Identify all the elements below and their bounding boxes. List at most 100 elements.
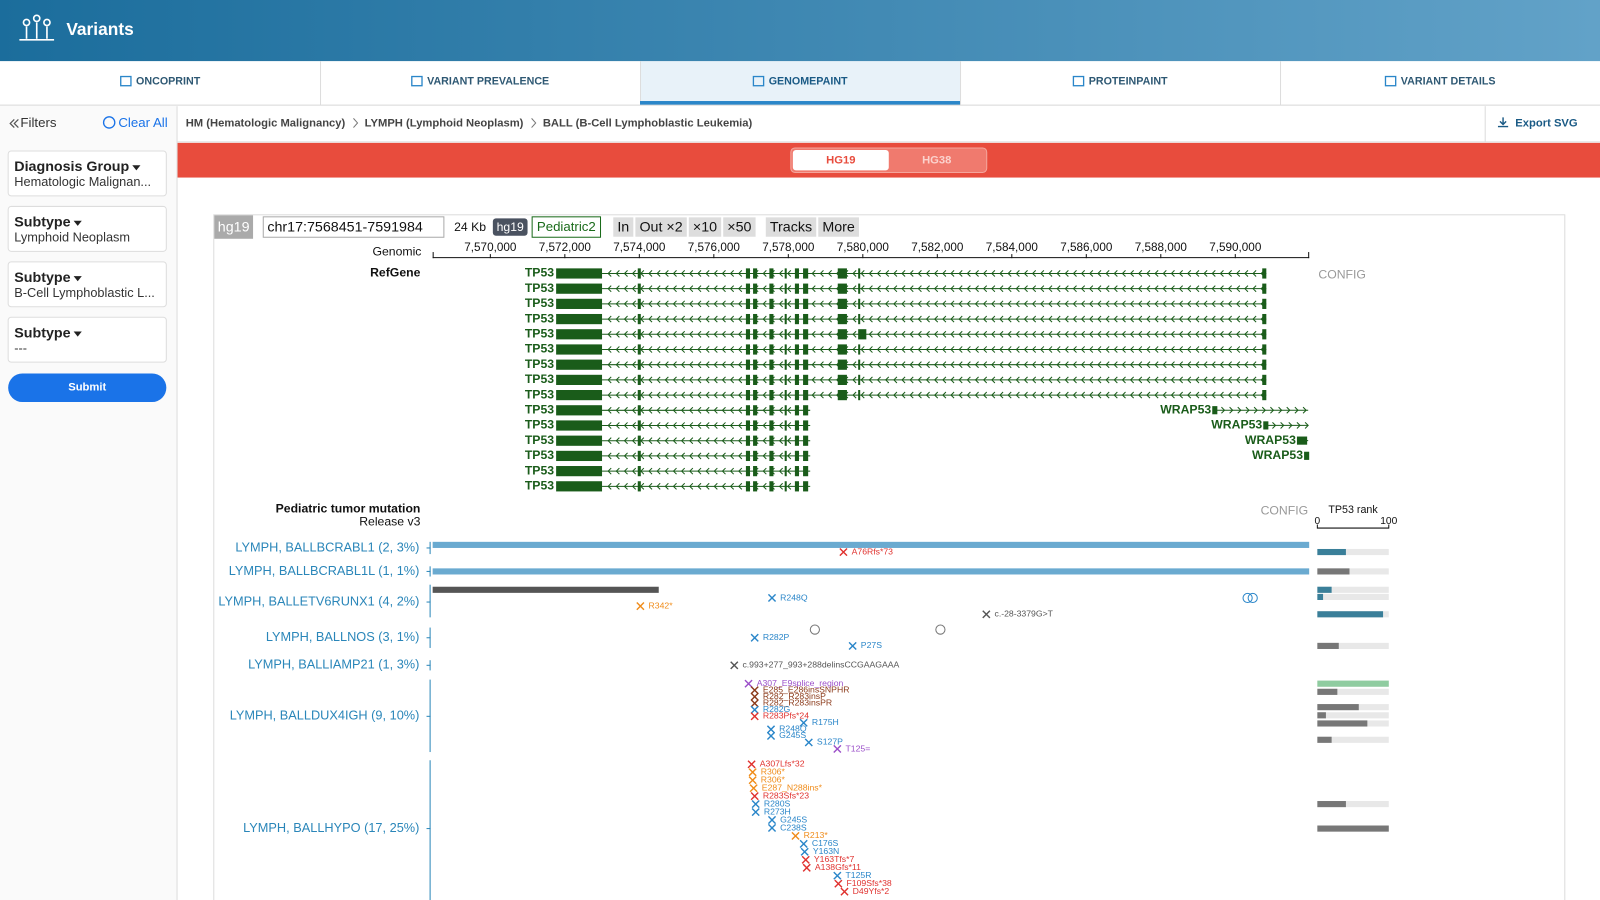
mutation-marker[interactable] xyxy=(799,839,808,848)
mutation-label[interactable]: R282P xyxy=(763,632,790,642)
mutation-marker[interactable] xyxy=(802,863,811,872)
mutation-label[interactable]: A307_E9splice_region xyxy=(757,678,844,688)
mutation-marker[interactable] xyxy=(750,712,759,721)
mutation-label[interactable]: R306* xyxy=(761,775,786,785)
submit-button[interactable] xyxy=(8,373,167,403)
tab-label[interactable]: PROTEINPAINT xyxy=(1089,75,1168,87)
track-config[interactable]: CONFIG xyxy=(1318,268,1366,282)
toolbar-button-bg[interactable] xyxy=(613,217,634,237)
gene-label[interactable]: TP53 xyxy=(525,296,554,310)
mutation-label[interactable]: Y163Tfs*7 xyxy=(814,854,855,864)
mutation-marker[interactable] xyxy=(750,692,759,701)
mutation-marker[interactable] xyxy=(750,699,759,708)
mutation-marker[interactable] xyxy=(748,776,757,785)
tab[interactable] xyxy=(1280,61,1600,106)
mutation-label[interactable]: A307Lfs*32 xyxy=(760,759,805,769)
tab-label[interactable]: VARIANT PREVALENCE xyxy=(427,75,549,87)
toolbar-button[interactable]: ×10 xyxy=(693,219,717,235)
mutation-marker[interactable] xyxy=(747,760,756,769)
sample-label[interactable]: LYMPH, BALLNOS (3, 1%) xyxy=(266,629,420,644)
mutation-marker[interactable] xyxy=(767,593,777,603)
gene-label[interactable]: TP53 xyxy=(525,266,554,280)
toolbar-button[interactable]: ×50 xyxy=(727,219,751,235)
mutation-marker[interactable] xyxy=(800,847,809,856)
gene-label[interactable]: WRAP53 xyxy=(1252,448,1303,462)
mutation-label[interactable]: G245S xyxy=(780,814,807,824)
toolbar-button[interactable]: In xyxy=(617,219,629,235)
gene-label[interactable]: TP53 xyxy=(525,387,554,401)
mutation-label[interactable]: T125R xyxy=(846,870,872,880)
mutation-marker[interactable] xyxy=(766,731,776,740)
clear-icon[interactable] xyxy=(102,116,116,129)
mutation-label[interactable]: R273H xyxy=(764,806,791,816)
mutation-marker[interactable] xyxy=(799,718,808,727)
filter-label[interactable]: Subtype xyxy=(14,215,70,231)
mutation-marker[interactable] xyxy=(791,831,800,840)
mutation-marker[interactable] xyxy=(750,686,759,695)
mutation-marker[interactable] xyxy=(749,784,758,793)
mutation-label[interactable]: S127P xyxy=(817,737,843,747)
submit-label[interactable]: Submit xyxy=(68,382,106,394)
gene-label[interactable]: WRAP53 xyxy=(1245,433,1296,447)
mutation-marker[interactable] xyxy=(730,661,739,670)
sample-label[interactable]: LYMPH, BALLETV6RUNX1 (4, 2%) xyxy=(218,593,419,608)
export-svg[interactable]: Export SVG xyxy=(1515,117,1578,129)
mutation-marker[interactable] xyxy=(750,633,759,642)
mutation-label[interactable]: R213* xyxy=(804,830,829,840)
mutation-marker[interactable] xyxy=(833,744,842,754)
gene-label[interactable]: TP53 xyxy=(525,403,554,417)
mutation-label[interactable]: T125= xyxy=(846,743,871,753)
filter-label[interactable]: Diagnosis Group xyxy=(14,159,129,175)
mutation-marker[interactable] xyxy=(744,679,753,688)
mutation-label[interactable]: C238S xyxy=(780,822,807,832)
mutation-label[interactable]: G245S xyxy=(779,730,806,740)
mutation-label[interactable]: R283Pfs*24 xyxy=(763,711,809,721)
sample-label[interactable]: LYMPH, BALLDUX4IGH (9, 10%) xyxy=(230,708,420,723)
gene-label[interactable]: TP53 xyxy=(525,357,554,371)
genome-button[interactable]: HG38 xyxy=(922,155,951,167)
mutation-marker[interactable] xyxy=(766,725,776,734)
track-config[interactable]: CONFIG xyxy=(1261,503,1309,517)
mutation-label[interactable]: R282G xyxy=(763,704,791,714)
filter-card[interactable] xyxy=(7,205,167,252)
mutation-label[interactable]: D49Yfs*2 xyxy=(853,886,890,896)
mutation-marker[interactable] xyxy=(636,602,645,611)
mutation-marker[interactable] xyxy=(834,879,843,888)
tab[interactable] xyxy=(960,61,1280,106)
gene-label[interactable]: TP53 xyxy=(525,311,554,325)
mutation-label[interactable]: R306* xyxy=(761,767,786,777)
dataset-text[interactable]: Pediatric2 xyxy=(537,219,596,234)
sample-label[interactable]: LYMPH, BALLBCRABL1L (1, 1%) xyxy=(229,563,420,578)
toolbar-button-bg[interactable] xyxy=(765,217,817,237)
mutation-label[interactable]: E287_N288ins* xyxy=(762,782,823,792)
toolbar-button-bg[interactable] xyxy=(723,217,756,237)
mutation-marker[interactable] xyxy=(767,815,777,825)
mutation-marker[interactable] xyxy=(833,871,842,880)
genome-button[interactable]: HG19 xyxy=(826,155,855,167)
mutation-label[interactable]: R283Sfs*23 xyxy=(763,790,809,800)
mutation-label[interactable]: C176S xyxy=(812,838,839,848)
filter-card[interactable] xyxy=(7,316,167,363)
mutation-label[interactable]: R248Q xyxy=(779,724,807,734)
mutation-marker[interactable] xyxy=(748,768,757,777)
mutation-label[interactable]: F109Sfs*38 xyxy=(847,878,892,888)
gene-label[interactable]: TP53 xyxy=(525,327,554,341)
mutation-label[interactable]: E285_E286insSNPHR xyxy=(763,685,850,695)
mutation-label[interactable]: P27S xyxy=(861,640,882,650)
genome-button-bg[interactable] xyxy=(792,150,889,171)
filter-card[interactable] xyxy=(7,261,167,308)
gene-label[interactable]: WRAP53 xyxy=(1160,402,1211,416)
mutation-marker[interactable] xyxy=(982,610,991,619)
mutation-marker[interactable] xyxy=(750,705,759,714)
mutation-label[interactable]: Y163N xyxy=(813,846,839,856)
position-input[interactable] xyxy=(262,216,445,238)
mutation-label[interactable]: A138Gfs*11 xyxy=(815,862,861,872)
mutation-label[interactable]: A76Rfs*73 xyxy=(852,546,894,556)
dropdown-caret[interactable] xyxy=(73,220,82,226)
dropdown-caret[interactable] xyxy=(132,165,141,171)
export-icon[interactable] xyxy=(1497,117,1509,128)
mutation-label[interactable]: R282_R283insP xyxy=(763,691,826,701)
filter-label[interactable]: Subtype xyxy=(14,325,70,341)
collapse-icon[interactable] xyxy=(9,118,19,128)
gene-label[interactable]: WRAP53 xyxy=(1211,418,1262,432)
